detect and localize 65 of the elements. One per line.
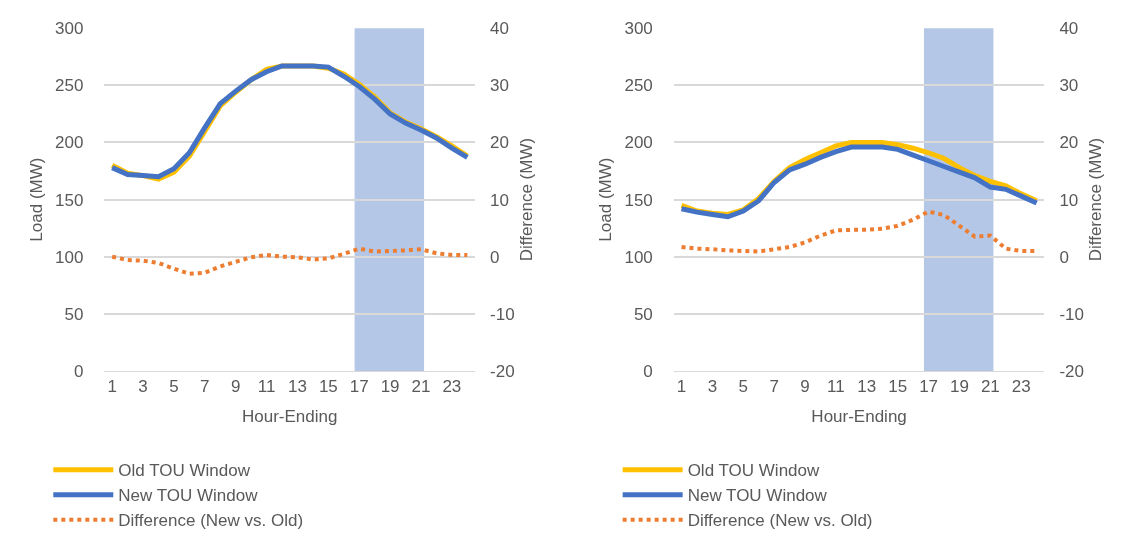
x-tick-label: 7 bbox=[769, 377, 779, 397]
y2-tick-label: 10 bbox=[1059, 190, 1079, 210]
x-tick-label: 15 bbox=[318, 377, 338, 397]
y-tick-label: 300 bbox=[624, 19, 653, 39]
x-tick-label: 1 bbox=[107, 377, 117, 397]
y-tick-label: 250 bbox=[55, 76, 84, 96]
x-tick-label: 17 bbox=[349, 377, 369, 397]
y-tick-label: 200 bbox=[55, 133, 84, 153]
x-tick-label: 19 bbox=[380, 377, 400, 397]
legend-label: Old TOU Window bbox=[687, 461, 821, 481]
line-series bbox=[110, 246, 470, 276]
y2-tick-label: -10 bbox=[1059, 304, 1084, 324]
legend-label: New TOU Window bbox=[687, 486, 828, 506]
x-tick-label: 23 bbox=[442, 377, 462, 397]
x-tick-label: 1 bbox=[676, 377, 687, 397]
legend-label: Difference (New vs. Old) bbox=[687, 511, 873, 531]
x-tick-label: 3 bbox=[138, 377, 148, 397]
y2-tick-label: 30 bbox=[490, 76, 509, 96]
x-tick-label: 13 bbox=[288, 377, 307, 397]
x-tick-label: 9 bbox=[800, 377, 810, 397]
y-tick-label: 50 bbox=[64, 304, 84, 324]
y-tick-label: 0 bbox=[73, 361, 84, 381]
x-axis-title: Hour-Ending bbox=[811, 406, 907, 426]
y2-tick-label: 0 bbox=[490, 247, 500, 267]
legend-label: New TOU Window bbox=[118, 486, 259, 506]
y2-tick-label: 20 bbox=[1059, 133, 1079, 153]
y-tick-label: 200 bbox=[624, 133, 653, 153]
y-axis-title: Load (MW) bbox=[26, 157, 46, 242]
x-tick-label: 23 bbox=[1011, 377, 1031, 397]
x-tick-label: 7 bbox=[200, 377, 210, 397]
x-tick-label: 5 bbox=[169, 377, 179, 397]
y2-tick-label: -20 bbox=[1059, 361, 1084, 381]
y-tick-label: 150 bbox=[624, 190, 653, 210]
x-tick-label: 21 bbox=[411, 377, 431, 397]
y-axis-title: Load (MW) bbox=[595, 157, 615, 242]
legend-label: Difference (New vs. Old) bbox=[118, 511, 304, 531]
x-tick-label: 11 bbox=[827, 377, 845, 397]
x-tick-label: 11 bbox=[257, 377, 276, 397]
y2-axis-title: Difference (MW) bbox=[517, 137, 537, 262]
y-tick-label: 100 bbox=[55, 247, 84, 267]
x-tick-label: 5 bbox=[738, 377, 749, 397]
y-tick-label: 50 bbox=[633, 304, 653, 324]
y-tick-label: 300 bbox=[55, 19, 84, 39]
y2-tick-label: -10 bbox=[490, 304, 515, 324]
x-tick-label: 15 bbox=[888, 377, 908, 397]
y2-tick-label: 10 bbox=[490, 190, 509, 210]
y2-tick-label: 0 bbox=[1059, 247, 1069, 267]
y2-tick-label: 40 bbox=[490, 19, 509, 39]
x-tick-label: 21 bbox=[980, 377, 1000, 397]
x-tick-label: 19 bbox=[950, 377, 969, 397]
y2-tick-label: 30 bbox=[1059, 76, 1079, 96]
x-tick-label: 17 bbox=[919, 377, 939, 397]
y2-axis-title: Difference (MW) bbox=[1086, 137, 1106, 262]
x-axis-title: Hour-Ending bbox=[242, 406, 338, 426]
x-tick-label: 9 bbox=[230, 377, 241, 397]
y2-tick-label: 40 bbox=[1059, 19, 1079, 39]
y-tick-label: 100 bbox=[624, 247, 653, 267]
y2-tick-label: -20 bbox=[490, 361, 515, 381]
y-tick-label: 0 bbox=[643, 361, 653, 381]
y2-tick-label: 20 bbox=[490, 133, 509, 153]
legend-label: Old TOU Window bbox=[118, 461, 251, 481]
y-tick-label: 250 bbox=[624, 76, 653, 96]
x-tick-label: 3 bbox=[707, 377, 718, 397]
y-tick-label: 150 bbox=[55, 190, 84, 210]
x-tick-label: 13 bbox=[857, 377, 877, 397]
